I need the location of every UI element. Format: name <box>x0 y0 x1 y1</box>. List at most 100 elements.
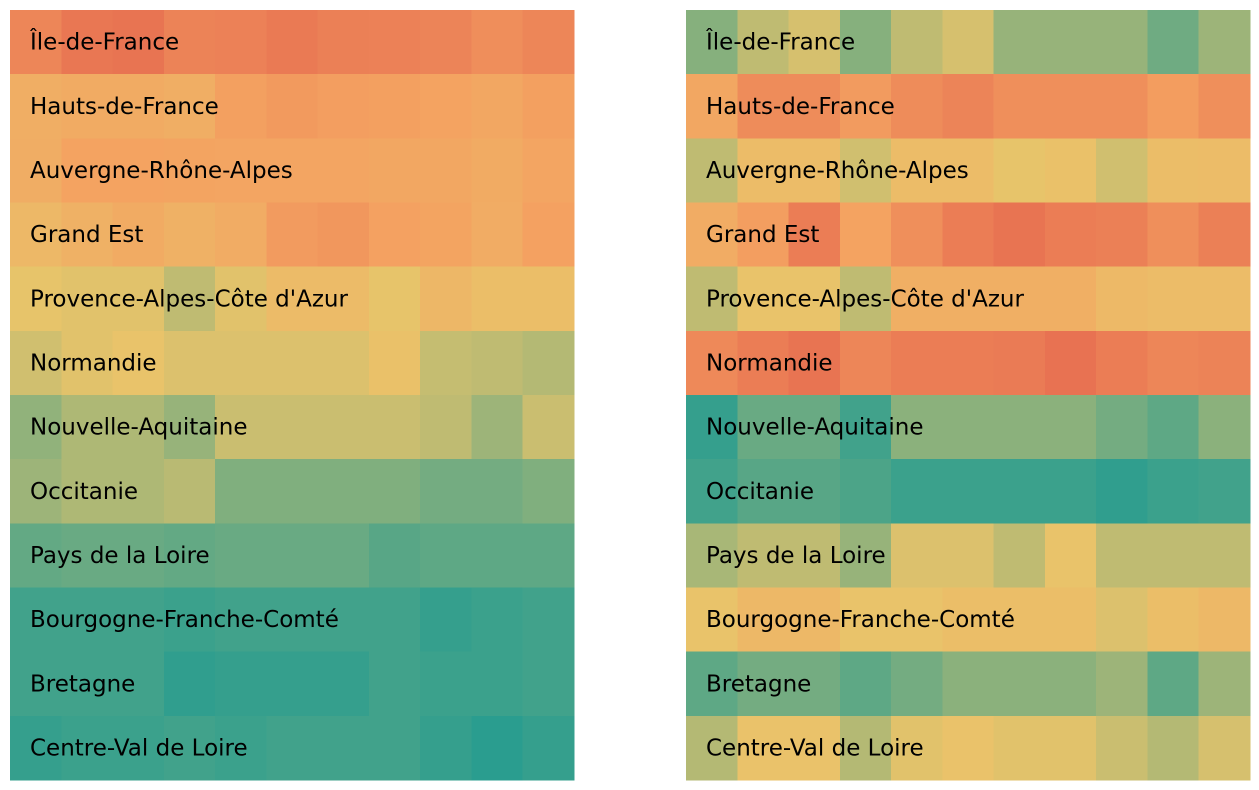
heatmap-cell <box>471 587 524 653</box>
heatmap-cell <box>737 395 790 460</box>
heatmap-cell <box>1147 138 1200 204</box>
heatmap-cell <box>891 330 943 396</box>
heatmap-cell <box>61 651 114 717</box>
row-label: Normandie <box>30 350 157 376</box>
heatmap-cell <box>266 651 319 717</box>
heatmap-cell <box>737 74 790 139</box>
heatmap-cell <box>1096 459 1149 524</box>
heatmap-cell <box>1044 10 1097 75</box>
row-label: Auvergne-Rhône-Alpes <box>706 158 969 184</box>
heatmap-cell <box>788 74 841 139</box>
heatmap-cell <box>61 266 114 332</box>
heatmap-cell <box>471 138 524 204</box>
heatmap-cell <box>112 138 165 204</box>
heatmap-cell <box>993 587 1046 653</box>
heatmap-cell <box>112 10 165 75</box>
heatmap-cell <box>1096 715 1149 781</box>
heatmap-cell <box>522 523 575 589</box>
heatmap-cell <box>317 395 370 460</box>
heatmap-cell <box>266 459 319 524</box>
heatmap-cell <box>942 330 995 396</box>
heatmap-cell <box>686 202 738 268</box>
heatmap-cell <box>891 138 943 204</box>
heatmap-cell <box>1198 523 1251 589</box>
heatmap-cell <box>266 10 319 75</box>
heatmap-cell <box>686 10 738 75</box>
heatmap-cell <box>1096 523 1149 589</box>
heatmap-cell <box>686 266 738 332</box>
heatmap-cell <box>1147 330 1200 396</box>
heatmap-cell <box>993 651 1046 717</box>
heatmap-cell <box>215 715 267 781</box>
row-label: Bourgogne-Franche-Comté <box>30 607 339 633</box>
heatmap-cell <box>1096 138 1149 204</box>
heatmap-cell <box>420 523 473 589</box>
heatmap-cell <box>420 395 473 460</box>
heatmap-cell <box>686 74 738 139</box>
heatmap-cell <box>942 202 995 268</box>
heatmap-cell <box>1198 266 1251 332</box>
heatmap-cell <box>686 587 738 653</box>
row-label: Grand Est <box>30 222 143 248</box>
heatmap-cell <box>471 10 524 75</box>
row-label: Auvergne-Rhône-Alpes <box>30 158 293 184</box>
heatmap-cell <box>942 138 995 204</box>
heatmap-cell <box>61 395 114 460</box>
heatmap-cell <box>788 459 841 524</box>
heatmap-cell <box>1198 202 1251 268</box>
heatmap-cell <box>1044 74 1097 139</box>
heatmap-cell <box>420 138 473 204</box>
heatmap-cell <box>993 395 1046 460</box>
row-label: Hauts-de-France <box>706 94 895 120</box>
row-label: Pays de la Loire <box>706 543 886 569</box>
row-label: Provence-Alpes-Côte d'Azur <box>706 286 1024 312</box>
heatmap-panel-right: Île-de-France Hauts-de-France Auvergne-Rhô… <box>686 10 1251 781</box>
heatmap-cell <box>266 74 319 139</box>
heatmap-cell <box>1044 395 1097 460</box>
heatmap-cell <box>317 523 370 589</box>
heatmap-cell <box>1147 651 1200 717</box>
heatmap-cell <box>788 202 841 268</box>
heatmap-cell <box>1044 523 1097 589</box>
heatmap-cell <box>163 138 216 204</box>
heatmap-cell <box>61 10 114 75</box>
row-label: Bretagne <box>706 671 811 697</box>
row-label: Bretagne <box>30 671 135 697</box>
heatmap-cell <box>522 138 575 204</box>
row-label: Nouvelle-Aquitaine <box>30 415 247 441</box>
heatmap-cell <box>737 715 790 781</box>
heatmap-cell <box>891 587 943 653</box>
heatmap-cell <box>1198 330 1251 396</box>
heatmap-cell <box>368 523 421 589</box>
row-label: Île-de-France <box>29 28 179 56</box>
heatmap-cell <box>1198 10 1251 75</box>
heatmap-cell <box>839 459 892 524</box>
heatmap-cell <box>788 523 841 589</box>
heatmap-cell <box>266 523 319 589</box>
heatmap-cell <box>215 266 267 332</box>
heatmap-cell <box>1044 266 1097 332</box>
heatmap-cell <box>266 587 319 653</box>
heatmap-cell <box>1147 266 1200 332</box>
heatmap-cell <box>942 715 995 781</box>
heatmap-cell <box>317 459 370 524</box>
heatmap-cell <box>420 715 473 781</box>
heatmap-cell <box>10 266 62 332</box>
heatmap-cell <box>737 651 790 717</box>
heatmap-cell <box>317 138 370 204</box>
heatmap-cell <box>1198 651 1251 717</box>
heatmap-cell <box>368 395 421 460</box>
heatmap-cell <box>112 651 165 717</box>
row-label: Centre-Val de Loire <box>706 735 924 761</box>
heatmap-cell <box>737 587 790 653</box>
heatmap-cell <box>368 330 421 396</box>
heatmap-cell <box>266 715 319 781</box>
heatmap-cell <box>112 74 165 139</box>
heatmap-cell <box>112 715 165 781</box>
heatmap-cell <box>163 395 216 460</box>
heatmap-cell <box>891 523 943 589</box>
heatmap-cell <box>839 74 892 139</box>
heatmap-cell <box>420 459 473 524</box>
heatmap-cell <box>10 202 62 268</box>
heatmap-cell <box>1044 459 1097 524</box>
